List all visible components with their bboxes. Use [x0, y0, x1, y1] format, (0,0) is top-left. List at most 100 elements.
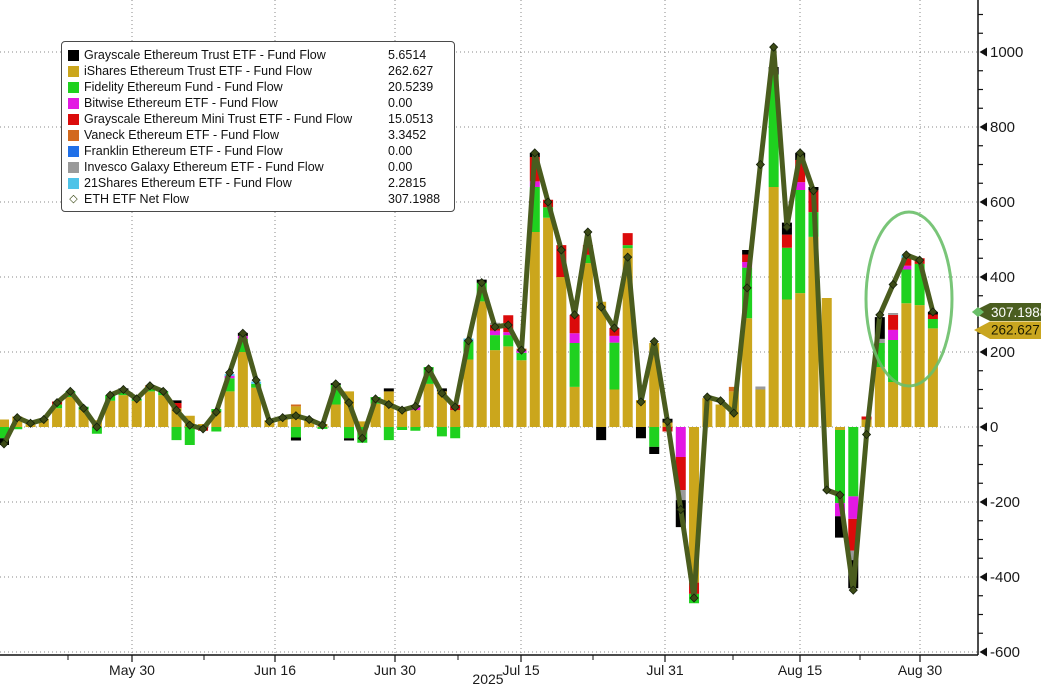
- net-flow-marker: [304, 414, 314, 425]
- y-axis-arrow-icon: [979, 647, 987, 657]
- bar-segment: [649, 427, 660, 447]
- legend-item: Fidelity Ethereum Fund - Fund Flow 20.523…: [68, 79, 446, 95]
- bar-segment: [795, 160, 806, 183]
- bar-segment: [344, 438, 355, 441]
- net-flow-marker: [556, 245, 566, 255]
- x-axis-label: Aug 30: [898, 662, 943, 678]
- legend-item-label: Bitwise Ethereum ETF - Fund Flow: [84, 96, 278, 110]
- bar-segment: [330, 404, 341, 427]
- legend-item: Vaneck Ethereum ETF - Fund Flow 3.3452: [68, 127, 446, 143]
- bar-segment: [609, 389, 620, 427]
- y-axis-label: 0: [990, 419, 998, 436]
- net-flow-marker: [251, 375, 261, 385]
- x-axis-label: Jun 16: [254, 662, 296, 678]
- bar-segment: [556, 277, 567, 427]
- legend-item: iShares Ethereum Trust ETF - Fund Flow 26…: [68, 63, 446, 79]
- net-flow-marker: [928, 307, 938, 317]
- bar-segment: [835, 427, 846, 430]
- bar-segment: [450, 410, 461, 427]
- bar-segment: [781, 247, 792, 300]
- bar-segment: [755, 386, 766, 390]
- net-flow-marker: [729, 408, 739, 418]
- bar-segment: [927, 328, 938, 427]
- net-flow-marker: [915, 255, 925, 265]
- legend-item-label: Fidelity Ethereum Fund - Fund Flow: [84, 80, 283, 94]
- net-flow-marker: [848, 585, 858, 595]
- net-flow-marker: [145, 381, 155, 391]
- net-flow-marker: [769, 42, 779, 52]
- legend-item-value: 262.627: [388, 64, 434, 78]
- bar-segment: [848, 518, 859, 551]
- x-axis-year-label: 2025: [472, 671, 503, 687]
- y-axis-arrow-icon: [979, 272, 987, 282]
- bar-segment: [742, 254, 753, 262]
- bar-segment: [489, 330, 500, 336]
- y-axis-arrow-icon: [979, 497, 987, 507]
- legend-item-value: 0.00: [388, 160, 413, 174]
- bar-segment: [237, 338, 248, 352]
- bar-segment: [768, 187, 779, 427]
- bar-segment: [516, 352, 527, 361]
- bar-segment: [543, 207, 554, 218]
- bar-segment: [397, 427, 408, 430]
- bar-segment: [569, 386, 580, 427]
- bar-segment: [144, 391, 155, 427]
- bar-segment: [596, 427, 607, 441]
- bar-segment: [582, 245, 593, 255]
- bar-segment: [622, 233, 633, 246]
- legend-item-value: 15.0513: [388, 112, 434, 126]
- legend-swatch-icon: [68, 113, 79, 125]
- net-flow-marker: [888, 279, 898, 290]
- y-axis-label: 1000: [990, 44, 1023, 61]
- bar-segment: [808, 236, 819, 427]
- bar-segment: [489, 335, 500, 351]
- bar-segment: [277, 417, 288, 427]
- legend-item-value: 2.2815: [388, 176, 427, 190]
- bar-segment: [171, 408, 182, 427]
- net-flow-marker: [649, 336, 659, 347]
- bar-segment: [543, 217, 554, 427]
- legend-item-value: 20.5239: [388, 80, 434, 94]
- bar-segment: [529, 232, 540, 427]
- net-flow-marker: [490, 322, 500, 332]
- bar-segment: [781, 299, 792, 427]
- bar-segment: [0, 427, 9, 439]
- y-axis-label: 800: [990, 119, 1015, 136]
- net-flow-marker: [596, 302, 606, 312]
- net-flow-marker: [357, 433, 367, 443]
- bar-segment: [689, 427, 700, 583]
- bar-segment: [410, 410, 421, 427]
- x-axis-label: Jul 15: [502, 662, 540, 678]
- legend-item-label: Franklin Ethereum ETF - Fund Flow: [84, 144, 283, 158]
- legend-item-label: Vaneck Ethereum ETF - Fund Flow: [84, 128, 279, 142]
- legend-item: Franklin Ethereum ETF - Fund Flow 0.00: [68, 143, 446, 159]
- bar-segment: [450, 427, 461, 439]
- net-flow-marker: [424, 364, 434, 374]
- legend-swatch-icon: [68, 81, 79, 93]
- net-flow-marker: [716, 396, 726, 406]
- net-flow-marker: [875, 310, 885, 320]
- bar-segment: [516, 360, 527, 427]
- x-axis-label: Jun 30: [374, 662, 416, 678]
- bar-segment: [105, 400, 116, 427]
- net-flow-marker: [516, 345, 527, 355]
- net-flow-marker: [92, 422, 102, 432]
- bar-value-badge: [974, 321, 1041, 339]
- bar-segment: [781, 234, 792, 248]
- bar-segment: [888, 313, 899, 315]
- bar-segment: [383, 427, 394, 441]
- net-value-badge: [972, 303, 1041, 321]
- bar-segment: [795, 190, 806, 294]
- bar-segment: [357, 421, 368, 427]
- bar-segment: [290, 404, 301, 407]
- net-flow-marker: [79, 403, 89, 413]
- bar-segment: [489, 350, 500, 427]
- net-flow-marker: [158, 386, 168, 396]
- y-axis-arrow-icon: [979, 572, 987, 582]
- bar-segment: [901, 265, 912, 270]
- bar-segment: [211, 427, 222, 432]
- net-flow-marker: [225, 368, 235, 378]
- bar-segment: [582, 263, 593, 427]
- bar-segment: [569, 314, 580, 334]
